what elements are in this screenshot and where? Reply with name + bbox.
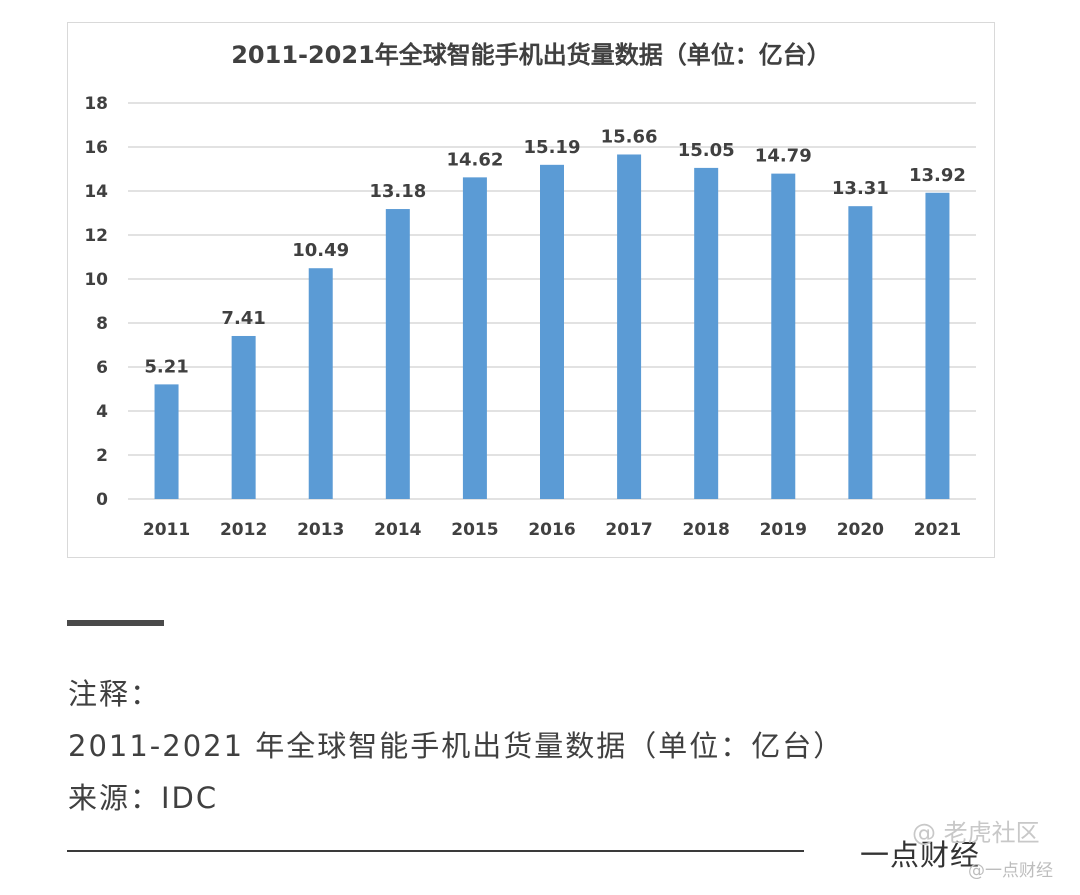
data-label: 15.66 — [601, 126, 658, 147]
x-tick-label: 2013 — [297, 520, 344, 540]
bar — [617, 154, 642, 500]
bars — [154, 154, 950, 500]
bar — [231, 335, 256, 499]
y-tick-label: 0 — [96, 490, 108, 510]
bar — [771, 173, 796, 499]
author-signature: 一点财经 — [860, 838, 981, 872]
data-label: 14.79 — [755, 146, 812, 167]
x-axis-ticks: 2011 2012 2013 2014 2015 2016 2017 2018 2019 2020… — [143, 520, 961, 540]
data-label: 13.31 — [832, 178, 889, 199]
y-tick-label: 14 — [84, 182, 108, 202]
bar — [848, 206, 873, 499]
notes-description: 2011-2021 年全球智能手机出货量数据（单位：亿台） — [68, 729, 845, 763]
y-tick-label: 6 — [96, 358, 108, 378]
data-label: 7.41 — [221, 308, 265, 329]
watermark-main: @ 老虎社区 — [912, 819, 1040, 847]
x-tick-label: 2020 — [837, 520, 884, 540]
y-tick-label: 8 — [96, 314, 108, 334]
x-tick-label: 2015 — [451, 520, 498, 540]
y-tick-label: 2 — [96, 446, 108, 466]
x-tick-label: 2012 — [220, 520, 267, 540]
x-tick-label: 2016 — [528, 520, 575, 540]
watermark-sub: @一点财经 — [968, 861, 1053, 881]
data-label: 13.92 — [909, 165, 966, 186]
data-label: 14.62 — [446, 149, 503, 170]
x-tick-label: 2021 — [914, 520, 961, 540]
data-label: 15.19 — [524, 137, 581, 158]
section-divider-long — [67, 850, 804, 852]
data-label: 15.05 — [678, 140, 735, 161]
chart-frame: 2011-2021年全球智能手机出货量数据（单位：亿台） 0 2 4 6 8 10 12 14… — [67, 22, 995, 558]
x-tick-label: 2019 — [760, 520, 807, 540]
notes-heading: 注释： — [68, 677, 162, 711]
bar — [154, 384, 179, 499]
chart-title: 2011-2021年全球智能手机出货量数据（单位：亿台） — [231, 41, 831, 69]
x-tick-label: 2011 — [143, 520, 190, 540]
x-tick-label: 2018 — [683, 520, 730, 540]
bar — [462, 177, 487, 500]
y-axis-ticks: 0 2 4 6 8 10 12 14 16 18 — [84, 94, 108, 510]
bar-chart: 2011-2021年全球智能手机出货量数据（单位：亿台） 0 2 4 6 8 10 12 14… — [84, 41, 976, 540]
section-divider-short — [67, 620, 164, 626]
data-labels: 5.21 7.41 10.49 13.18 14.62 15.19 15.66 15.05 14… — [144, 126, 966, 377]
data-label: 5.21 — [144, 356, 188, 377]
bar — [925, 192, 950, 499]
notes-source: 来源：IDC — [68, 781, 219, 815]
notes-block: 注释： 2011-2021 年全球智能手机出货量数据（单位：亿台） 来源：IDC — [68, 668, 844, 824]
y-tick-label: 10 — [84, 270, 108, 290]
x-tick-label: 2017 — [605, 520, 652, 540]
y-tick-label: 16 — [84, 138, 108, 158]
bar — [308, 268, 333, 499]
bar — [385, 209, 410, 500]
y-tick-label: 4 — [96, 402, 108, 422]
data-label: 13.18 — [369, 181, 426, 202]
bar — [694, 167, 719, 499]
x-tick-label: 2014 — [374, 520, 421, 540]
y-tick-label: 18 — [84, 94, 108, 114]
y-tick-label: 12 — [84, 226, 108, 246]
data-label: 10.49 — [292, 240, 349, 261]
bar — [540, 164, 564, 499]
